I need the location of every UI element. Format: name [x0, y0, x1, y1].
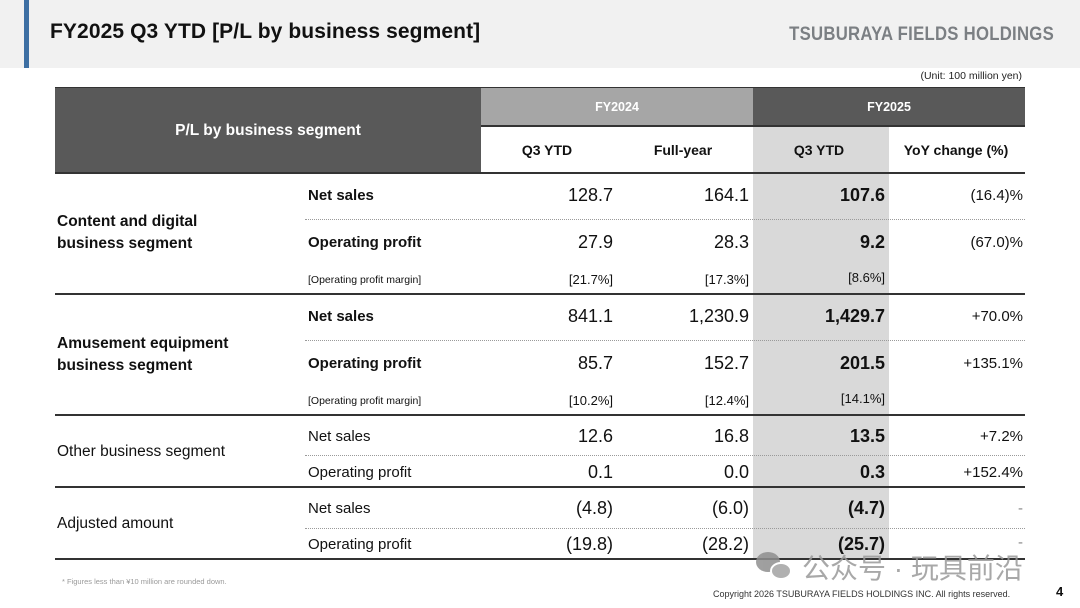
segment-label-line: Content and digital: [57, 213, 198, 230]
row-divider: [305, 340, 1025, 341]
title-band: [0, 0, 1080, 68]
row-label-operating-profit: Operating profit: [308, 234, 422, 251]
cell-margin: [12.4%]: [704, 393, 749, 408]
page-number: 4: [1056, 584, 1064, 599]
unit-note: (Unit: 100 million yen): [920, 70, 1022, 82]
column-header-fy2024-q3: Q3 YTD: [521, 142, 573, 158]
cell-value: 16.8: [713, 426, 749, 446]
cell-value: 12.6: [577, 426, 613, 446]
row-label-operating-profit: Operating profit: [308, 464, 412, 481]
cell-value: 164.1: [703, 185, 749, 205]
cell-value: (19.8): [565, 534, 613, 554]
row-label-margin: [Operating profit margin]: [308, 274, 422, 286]
group-header-fy2025: FY2025: [753, 88, 1025, 125]
cell-yoy: (67.0)%: [970, 234, 1023, 251]
cell-value: 152.7: [703, 353, 749, 373]
cell-value: 0.0: [723, 462, 749, 482]
segment-divider: [55, 486, 1025, 488]
cell-value: 85.7: [577, 353, 613, 373]
row-label-net-sales: Net sales: [308, 308, 374, 325]
cell-value: 1,429.7: [824, 306, 885, 326]
row-label-margin: [Operating profit margin]: [308, 395, 422, 407]
row-label-operating-profit: Operating profit: [308, 536, 412, 553]
watermark-text: 公众号 · 玩具前沿: [802, 553, 1023, 584]
copyright: Copyright 2026 TSUBURAYA FIELDS HOLDINGS…: [713, 589, 1011, 599]
segment-divider: [55, 293, 1025, 295]
cell-yoy: +152.4%: [963, 464, 1023, 481]
cell-value: 128.7: [567, 185, 613, 205]
cell-margin: [8.6%]: [848, 270, 885, 285]
cell-yoy: (16.4)%: [970, 187, 1023, 204]
cell-value: 841.1: [567, 306, 613, 326]
group-header-fy2024: FY2024: [481, 88, 753, 125]
cell-yoy: +70.0%: [971, 308, 1023, 325]
row-divider: [305, 219, 1025, 220]
segment-label: Content and digital business segment: [57, 211, 197, 255]
cell-margin: [14.1%]: [840, 391, 885, 406]
cell-margin: [10.2%]: [568, 393, 613, 408]
cell-yoy: -: [1018, 500, 1023, 517]
header-divider: [481, 125, 1025, 127]
cell-value: 107.6: [839, 185, 885, 205]
row-label-operating-profit: Operating profit: [308, 355, 422, 372]
cell-value: 28.3: [713, 232, 749, 252]
cell-value: 9.2: [859, 232, 885, 252]
column-header-yoy: YoY change (%): [903, 142, 1009, 158]
cell-value: (4.8): [575, 498, 613, 518]
row-divider: [305, 455, 1025, 456]
segment-label: Amusement equipment business segment: [57, 333, 228, 377]
segment-label: Adjusted amount: [57, 515, 174, 532]
cell-value: 0.3: [859, 462, 885, 482]
footnote: * Figures less than ¥10 million are roun…: [62, 577, 227, 586]
row-label-net-sales: Net sales: [308, 187, 374, 204]
segment-divider: [55, 414, 1025, 416]
header-bottom-rule: [55, 172, 1025, 174]
company-logo-text: TSUBURAYA FIELDS HOLDINGS: [789, 24, 1054, 45]
cell-value: 13.5: [849, 426, 885, 446]
wechat-icon: [756, 550, 796, 584]
segment-label-line: business segment: [57, 235, 193, 252]
segment-label-line: Amusement equipment: [57, 335, 229, 352]
cell-yoy: +135.1%: [963, 355, 1023, 372]
cell-yoy: -: [1018, 534, 1023, 551]
cell-value: (25.7): [837, 534, 885, 554]
cell-value: (4.7): [847, 498, 885, 518]
title-accent-bar: [24, 0, 29, 68]
cell-value: 201.5: [839, 353, 885, 373]
cell-value: (6.0): [711, 498, 749, 518]
column-header-fy2025-q3: Q3 YTD: [793, 142, 845, 158]
page-title: FY2025 Q3 YTD [P/L by business segment]: [50, 20, 481, 43]
cell-value: 1,230.9: [688, 306, 749, 326]
watermark: 公众号 · 玩具前沿: [756, 547, 1023, 587]
row-label-net-sales: Net sales: [308, 428, 371, 445]
row-label-net-sales: Net sales: [308, 500, 371, 517]
cell-value: 27.9: [577, 232, 613, 252]
cell-value: (28.2): [701, 534, 749, 554]
column-header-fy2024-full-year: Full-year: [653, 142, 713, 158]
segment-label-line: business segment: [57, 357, 193, 374]
cell-value: 0.1: [587, 462, 613, 482]
segment-label: Other business segment: [57, 443, 226, 460]
cell-margin: [17.3%]: [704, 272, 749, 287]
cell-margin: [21.7%]: [568, 272, 613, 287]
table-corner-header: P/L by business segment: [55, 88, 481, 173]
cell-yoy: +7.2%: [980, 428, 1023, 445]
table-bottom-rule: [55, 558, 1025, 560]
row-divider: [305, 528, 1025, 529]
